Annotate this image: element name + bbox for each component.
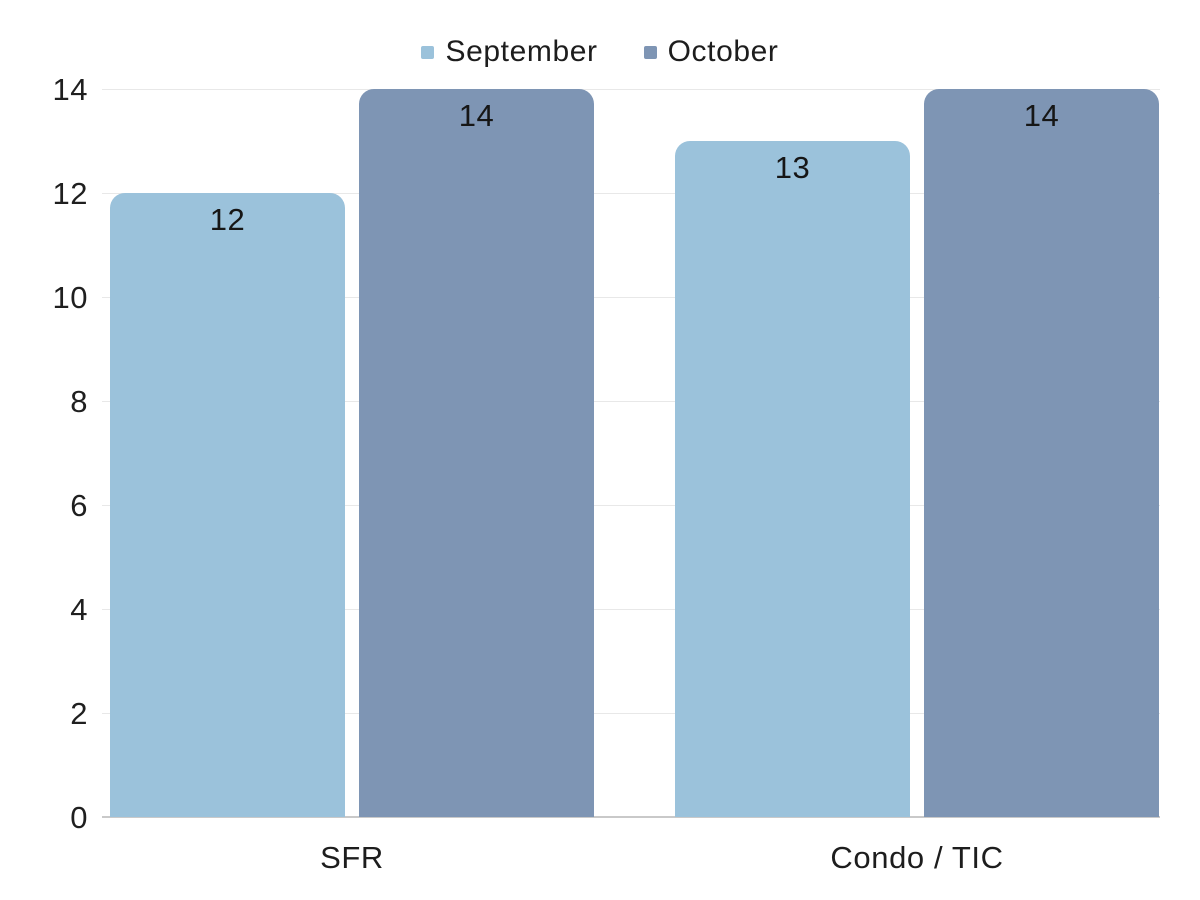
x-axis-label: Condo / TIC: [830, 840, 1004, 875]
bar-value-label: 14: [458, 98, 495, 133]
legend-item-october: October: [643, 35, 779, 69]
x-axis-line: [102, 816, 1160, 818]
y-tick-label: 12: [52, 176, 88, 211]
chart-legend: September October: [0, 32, 1200, 72]
gridline: [102, 401, 1160, 402]
legend-label: October: [667, 35, 779, 68]
x-axis-label: SFR: [320, 840, 384, 875]
gridline: [102, 89, 1160, 90]
y-tick-label: 0: [70, 800, 88, 835]
bar-value-label: 14: [1023, 98, 1060, 133]
legend-swatch-icon: [643, 45, 657, 59]
legend-item-september: September: [421, 35, 597, 69]
bar-september-condo-tic: 13: [675, 141, 910, 817]
gridline: [102, 193, 1160, 194]
gridline: [102, 713, 1160, 714]
y-tick-label: 2: [70, 696, 88, 731]
y-tick-label: 10: [52, 280, 88, 315]
bar-value-label: 13: [774, 150, 811, 185]
bar-value-label: 12: [209, 202, 246, 237]
bar-october-condo-tic: 14: [924, 89, 1159, 817]
legend-label: September: [445, 35, 598, 68]
bar-september-sfr: 12: [110, 193, 345, 817]
y-tick-label: 6: [70, 488, 88, 523]
y-tick-label: 8: [70, 384, 88, 419]
gridline: [102, 609, 1160, 610]
legend-swatch-icon: [421, 45, 435, 59]
y-tick-label: 14: [52, 72, 88, 107]
gridline: [102, 505, 1160, 506]
gridline: [102, 297, 1160, 298]
bar-october-sfr: 14: [359, 89, 594, 817]
y-tick-label: 4: [70, 592, 88, 627]
